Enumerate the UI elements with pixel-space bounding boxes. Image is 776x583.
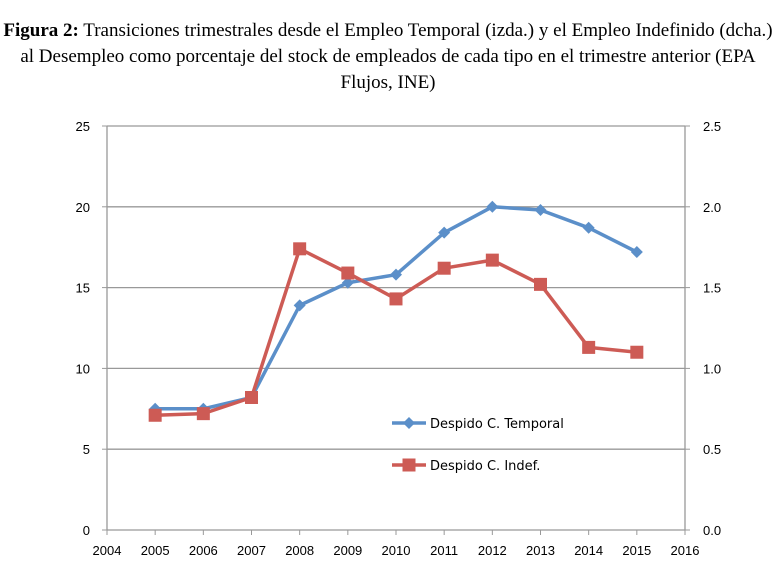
- y-tick-label: 20: [76, 200, 90, 215]
- y-tick-label: 15: [76, 281, 90, 296]
- x-tick-label: 2013: [526, 543, 555, 558]
- x-tick-label: 2005: [141, 543, 170, 558]
- x-tick-label: 2010: [382, 543, 411, 558]
- y2-tick-label: 2.0: [703, 200, 721, 215]
- x-tick-label: 2014: [574, 543, 603, 558]
- data-point: [630, 345, 644, 359]
- figure-label: Figura 2:: [3, 20, 79, 41]
- data-point: [486, 200, 499, 213]
- x-tick-label: 2007: [237, 543, 266, 558]
- y2-tick-label: 1.5: [703, 281, 721, 296]
- y2-tick-label: 0.0: [703, 523, 721, 538]
- title-text: Transiciones trimestrales desde el Emple…: [20, 20, 773, 93]
- y2-tick-label: 0.5: [703, 442, 721, 457]
- data-point: [390, 268, 402, 281]
- data-point: [293, 242, 307, 256]
- data-point: [341, 266, 355, 280]
- x-tick-label: 2016: [671, 543, 700, 558]
- x-tick-label: 2004: [93, 543, 122, 558]
- data-point: [196, 407, 210, 421]
- x-tick-label: 2015: [622, 543, 651, 558]
- y-tick-label: 0: [83, 523, 90, 538]
- data-point: [341, 276, 354, 289]
- data-point: [582, 221, 595, 234]
- data-point: [438, 226, 451, 239]
- series-line-1: [155, 205, 638, 411]
- legend-label: Despido C. Temporal: [430, 417, 564, 432]
- legend-marker: [402, 458, 416, 472]
- data-point: [534, 204, 547, 217]
- x-tick-label: 2006: [189, 543, 218, 558]
- data-point: [582, 340, 596, 354]
- y2-tick-label: 2.5: [703, 119, 721, 134]
- legend-marker: [403, 417, 415, 429]
- data-point: [293, 299, 306, 312]
- data-point: [389, 292, 403, 306]
- data-point: [630, 246, 643, 259]
- x-tick-label: 2009: [333, 543, 362, 558]
- data-point: [485, 253, 499, 267]
- y2-tick-label: 1.0: [703, 361, 721, 376]
- x-tick-label: 2011: [430, 543, 458, 558]
- data-point: [437, 261, 451, 275]
- x-tick-label: 2008: [285, 543, 314, 558]
- x-tick-label: 2012: [478, 543, 507, 558]
- data-point: [534, 277, 547, 291]
- legend-label: Despido C. Indef.: [430, 459, 540, 474]
- y-tick-label: 25: [76, 119, 90, 134]
- chart-title: Figura 2: Transiciones trimestrales desd…: [0, 18, 776, 96]
- data-point: [245, 390, 258, 404]
- y-tick-label: 10: [76, 361, 90, 376]
- y-tick-label: 5: [83, 442, 90, 457]
- data-point: [148, 408, 162, 422]
